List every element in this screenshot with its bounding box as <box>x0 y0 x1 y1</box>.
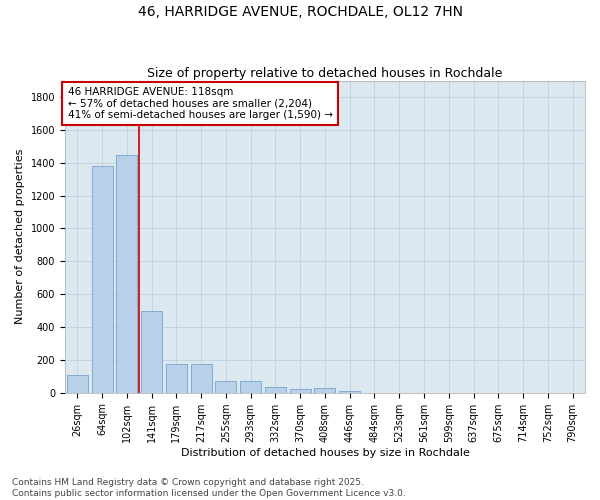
Bar <box>314 388 335 392</box>
Bar <box>339 391 360 392</box>
Text: 46 HARRIDGE AVENUE: 118sqm
← 57% of detached houses are smaller (2,204)
41% of s: 46 HARRIDGE AVENUE: 118sqm ← 57% of deta… <box>68 87 332 120</box>
Bar <box>92 166 113 392</box>
Bar <box>67 376 88 392</box>
Title: Size of property relative to detached houses in Rochdale: Size of property relative to detached ho… <box>147 66 503 80</box>
Bar <box>215 381 236 392</box>
Bar <box>141 310 162 392</box>
Bar <box>240 381 261 392</box>
Y-axis label: Number of detached properties: Number of detached properties <box>15 149 25 324</box>
Text: 46, HARRIDGE AVENUE, ROCHDALE, OL12 7HN: 46, HARRIDGE AVENUE, ROCHDALE, OL12 7HN <box>137 5 463 19</box>
Bar <box>166 364 187 392</box>
Bar <box>290 390 311 392</box>
Bar <box>116 154 137 392</box>
X-axis label: Distribution of detached houses by size in Rochdale: Distribution of detached houses by size … <box>181 448 469 458</box>
Bar <box>265 387 286 392</box>
Text: Contains HM Land Registry data © Crown copyright and database right 2025.
Contai: Contains HM Land Registry data © Crown c… <box>12 478 406 498</box>
Bar <box>191 364 212 392</box>
